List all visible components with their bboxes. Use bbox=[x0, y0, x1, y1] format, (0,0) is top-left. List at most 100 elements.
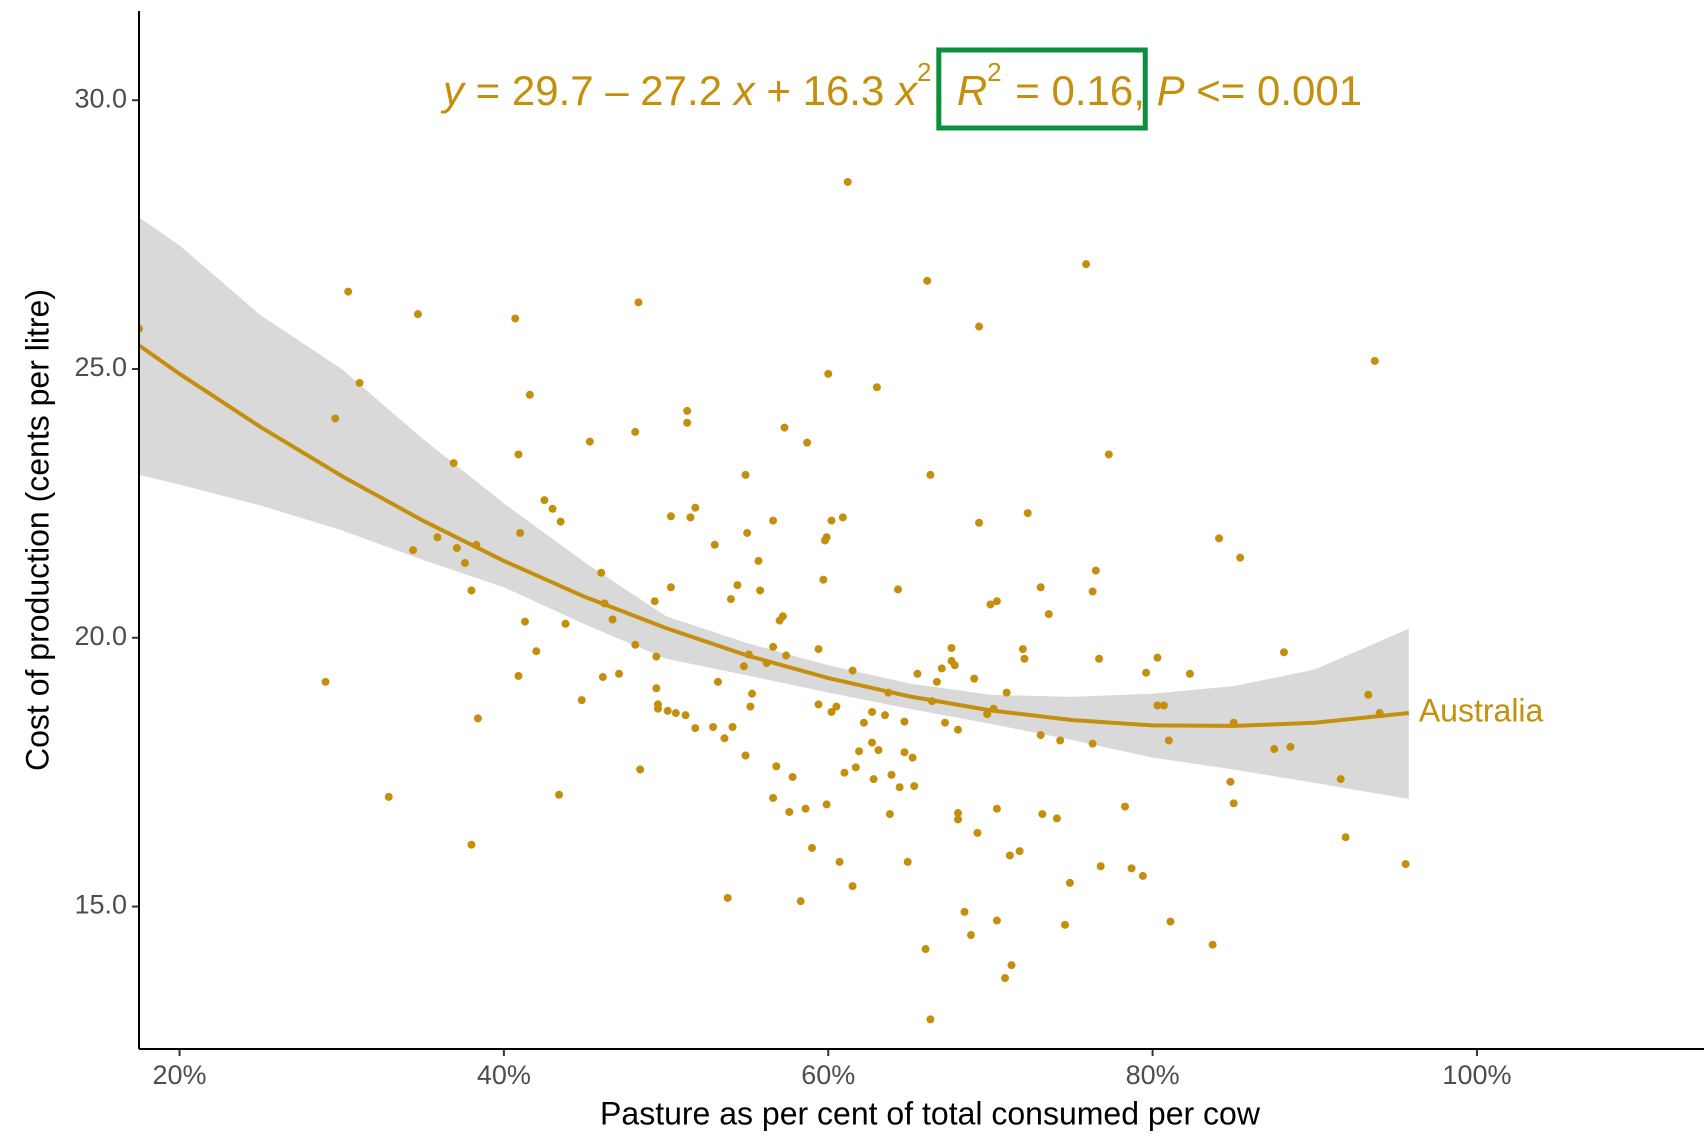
data-point bbox=[932, 677, 941, 686]
data-point bbox=[778, 612, 787, 621]
data-point bbox=[671, 709, 680, 718]
data-point bbox=[691, 503, 700, 512]
y-tick-label: 25.0 bbox=[74, 352, 127, 382]
data-point bbox=[1215, 534, 1224, 543]
data-point bbox=[1001, 974, 1010, 983]
data-point bbox=[514, 450, 523, 459]
data-point bbox=[941, 718, 950, 727]
annotation-text: y bbox=[440, 67, 467, 114]
data-point bbox=[1401, 860, 1410, 869]
data-point bbox=[814, 700, 823, 709]
data-point bbox=[1164, 736, 1173, 745]
data-point bbox=[796, 897, 805, 906]
data-point bbox=[822, 533, 831, 542]
annotation-text: R bbox=[957, 67, 987, 114]
data-point bbox=[843, 177, 852, 186]
annotation-text: = 0.16 bbox=[1004, 67, 1134, 114]
data-point bbox=[384, 792, 393, 801]
x-axis-title: Pasture as per cent of total consumed pe… bbox=[600, 1095, 1261, 1131]
data-point bbox=[975, 518, 984, 527]
data-point bbox=[910, 782, 919, 791]
data-point bbox=[666, 512, 675, 521]
data-point bbox=[1336, 775, 1345, 784]
data-point bbox=[686, 513, 695, 522]
data-point bbox=[733, 581, 742, 590]
data-point bbox=[681, 711, 690, 720]
data-point bbox=[634, 298, 643, 307]
data-point bbox=[838, 513, 847, 522]
x-tick-label: 100% bbox=[1442, 1060, 1511, 1090]
data-point bbox=[748, 689, 757, 698]
data-point bbox=[746, 702, 755, 711]
plot-area bbox=[139, 177, 1410, 1024]
data-point bbox=[926, 470, 935, 479]
data-point bbox=[754, 556, 763, 565]
data-point bbox=[848, 882, 857, 891]
data-point bbox=[548, 504, 557, 513]
data-point bbox=[992, 916, 1001, 925]
y-axis-title: Cost of production (cents per litre) bbox=[19, 289, 55, 771]
data-point bbox=[885, 810, 894, 819]
data-point bbox=[710, 540, 719, 549]
data-point bbox=[840, 768, 849, 777]
data-point bbox=[1082, 260, 1091, 269]
data-point bbox=[652, 652, 661, 661]
data-point bbox=[1138, 871, 1147, 880]
data-point bbox=[868, 707, 877, 716]
data-point bbox=[827, 707, 836, 716]
data-point bbox=[516, 528, 525, 537]
data-point bbox=[960, 907, 969, 916]
data-point bbox=[1023, 509, 1032, 518]
data-point bbox=[801, 804, 810, 813]
data-point bbox=[723, 893, 732, 902]
data-point bbox=[1127, 864, 1136, 873]
data-point bbox=[780, 423, 789, 432]
series-label: Australia bbox=[1419, 692, 1544, 728]
data-point bbox=[1364, 690, 1373, 699]
data-point bbox=[851, 763, 860, 772]
data-point bbox=[1166, 917, 1175, 926]
data-point bbox=[1095, 654, 1104, 663]
data-point bbox=[1044, 610, 1053, 619]
data-point bbox=[824, 369, 833, 378]
data-point bbox=[577, 696, 586, 705]
data-point bbox=[653, 704, 662, 713]
data-point bbox=[913, 669, 922, 678]
data-point bbox=[741, 751, 750, 760]
data-point bbox=[1185, 669, 1194, 678]
annotation-text: + 16.3 bbox=[755, 67, 896, 114]
data-point bbox=[1088, 739, 1097, 748]
data-point bbox=[608, 615, 617, 624]
annotation-text: <= 0.001 bbox=[1185, 67, 1363, 114]
data-point bbox=[520, 617, 529, 626]
data-point bbox=[1270, 745, 1279, 754]
data-point bbox=[1159, 701, 1168, 710]
data-point bbox=[683, 406, 692, 415]
data-point bbox=[953, 809, 962, 818]
data-point bbox=[1036, 731, 1045, 740]
data-point bbox=[1341, 833, 1350, 842]
data-point bbox=[636, 765, 645, 774]
data-point bbox=[555, 790, 564, 799]
data-point bbox=[741, 470, 750, 479]
data-point bbox=[1208, 940, 1217, 949]
data-point bbox=[835, 857, 844, 866]
data-point bbox=[827, 516, 836, 525]
data-point bbox=[950, 661, 959, 670]
data-point bbox=[743, 528, 752, 537]
x-tick-label: 80% bbox=[1126, 1060, 1180, 1090]
data-point bbox=[975, 322, 984, 331]
data-point bbox=[970, 674, 979, 683]
data-point bbox=[1226, 777, 1235, 786]
data-point bbox=[1020, 654, 1029, 663]
data-point bbox=[1229, 799, 1238, 808]
annotation-text: x bbox=[894, 67, 919, 114]
data-point bbox=[355, 378, 364, 387]
data-point bbox=[1002, 688, 1011, 697]
y-tick-label: 15.0 bbox=[74, 890, 127, 920]
data-point bbox=[449, 459, 458, 468]
annotation-text: P bbox=[1157, 67, 1185, 114]
data-point bbox=[986, 600, 995, 609]
